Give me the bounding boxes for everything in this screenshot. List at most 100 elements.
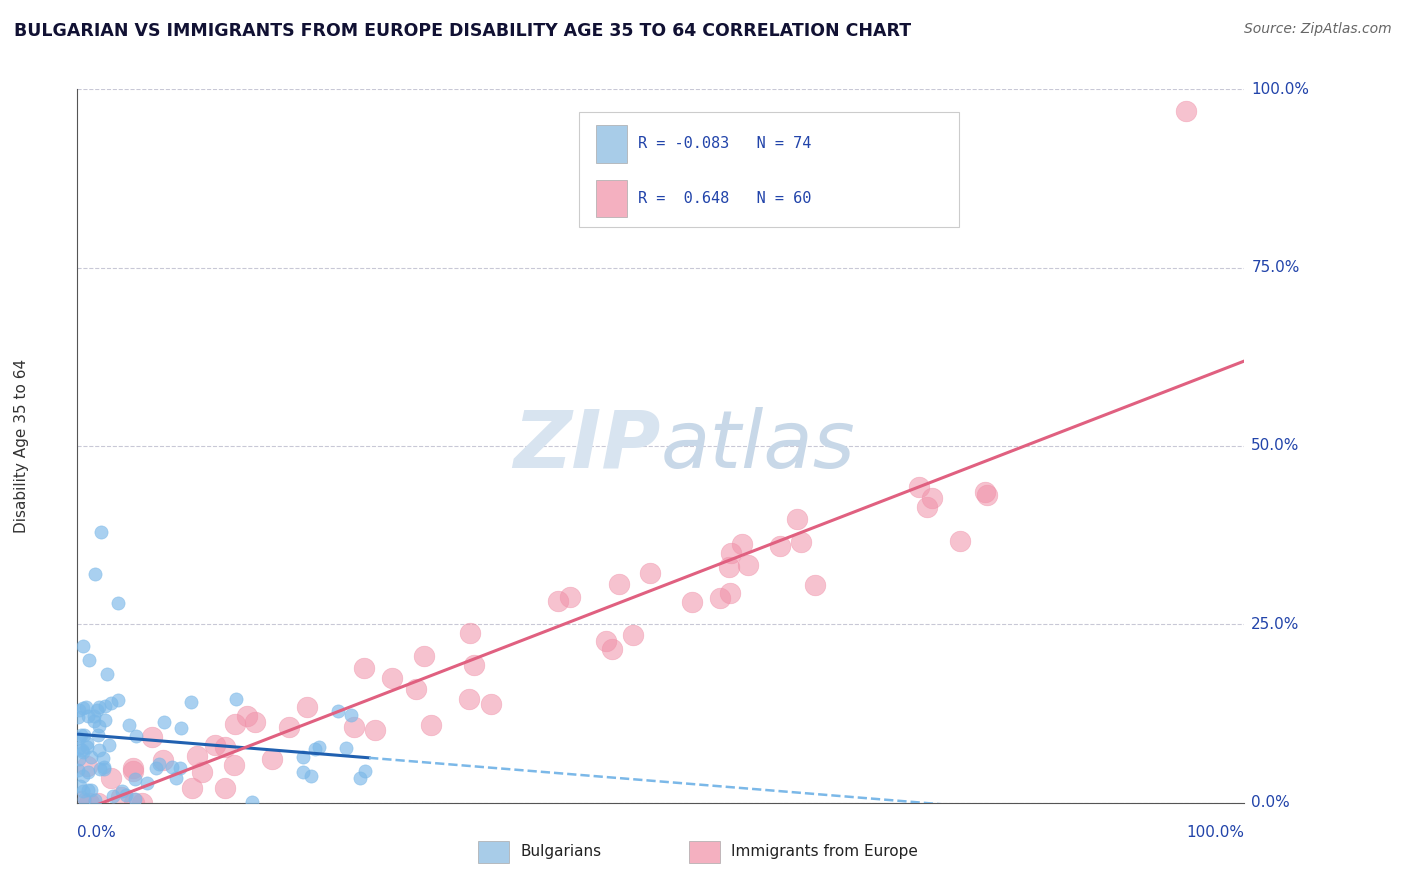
Point [921,491,943,505]
Text: 0.0%: 0.0% [1251,796,1291,810]
Point [558,590,581,604]
Point [278,720,301,734]
Point [908,480,931,494]
Point [224,758,246,772]
Point [243,714,266,729]
Point [354,764,377,778]
Point [100,696,122,710]
Point [681,595,703,609]
Point [87,719,110,733]
Point [118,717,141,731]
Point [225,691,247,706]
Point [122,760,145,774]
Point [67,703,90,717]
Point [124,772,146,786]
Point [152,754,174,768]
Point [304,742,326,756]
Point [83,709,105,723]
Text: ZIP: ZIP [513,407,661,485]
Point [162,759,184,773]
Text: Disability Age 35 to 64: Disability Age 35 to 64 [14,359,28,533]
Point [76,736,98,750]
Point [67,752,90,766]
Text: 75.0%: 75.0% [1251,260,1299,275]
Point [75,700,97,714]
Text: atlas: atlas [661,407,856,485]
Point [73,727,96,741]
Point [100,772,122,786]
Point [145,761,167,775]
Point [141,730,163,744]
Point [191,765,214,780]
Point [89,762,111,776]
Point [299,769,322,783]
Point [79,750,101,764]
Point [236,708,259,723]
Point [170,721,193,735]
Point [77,783,100,797]
Point [83,567,105,582]
Point [262,752,284,766]
Point [69,779,91,793]
Point [124,792,146,806]
Point [67,731,90,745]
Point [186,749,208,764]
Point [769,539,792,553]
Point [93,762,115,776]
Point [76,739,98,754]
Point [103,789,125,803]
Text: Source: ZipAtlas.com: Source: ZipAtlas.com [1244,22,1392,37]
Point [214,780,236,795]
Point [600,642,623,657]
Point [479,698,502,712]
Point [463,657,485,672]
Point [340,708,363,723]
Point [79,783,101,797]
Point [72,639,94,653]
Point [153,714,176,729]
Text: Bulgarians: Bulgarians [520,845,602,859]
Text: 50.0%: 50.0% [1251,439,1299,453]
Point [804,578,827,592]
Point [87,728,110,742]
Point [125,729,148,743]
Point [709,591,731,605]
Text: 25.0%: 25.0% [1251,617,1299,632]
Point [67,710,90,724]
Point [84,793,107,807]
Point [737,558,759,572]
Point [973,484,995,499]
Point [214,740,236,755]
Point [77,709,100,723]
Point [83,714,105,729]
Point [86,702,108,716]
Point [349,772,371,786]
Point [790,535,813,549]
Point [720,546,742,560]
Point [308,740,330,755]
Point [718,586,741,600]
Point [148,756,170,771]
Text: BULGARIAN VS IMMIGRANTS FROM EUROPE DISABILITY AGE 35 TO 64 CORRELATION CHART: BULGARIAN VS IMMIGRANTS FROM EUROPE DISA… [14,22,911,40]
Point [66,763,89,777]
Point [93,760,115,774]
Point [122,796,145,810]
Point [638,566,661,580]
Point [70,728,93,742]
Point [77,653,100,667]
Point [107,596,129,610]
Point [240,795,263,809]
Point [224,717,246,731]
Point [70,743,93,757]
Point [94,713,117,727]
Point [204,738,226,752]
Point [165,772,187,786]
Point [621,627,644,641]
Point [343,720,366,734]
Point [547,594,569,608]
Point [328,704,350,718]
Point [90,524,112,539]
Point [114,788,136,802]
Point [79,796,101,810]
Point [291,765,314,780]
